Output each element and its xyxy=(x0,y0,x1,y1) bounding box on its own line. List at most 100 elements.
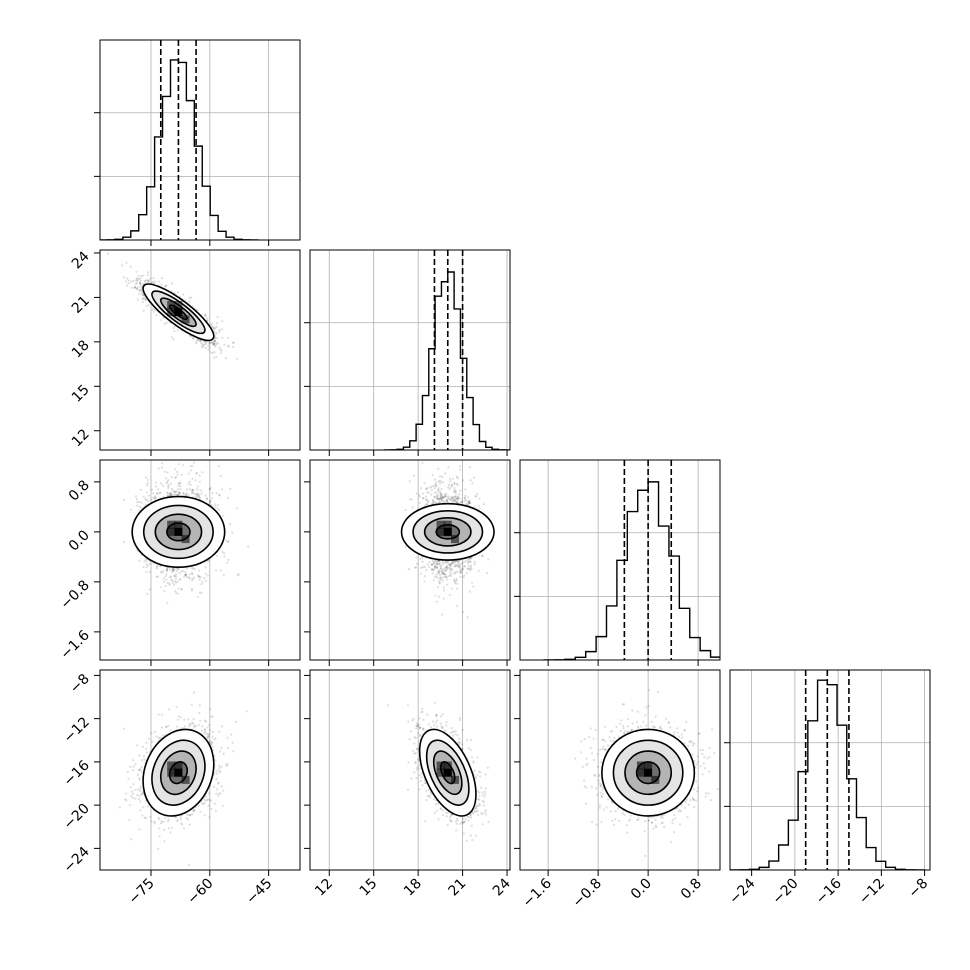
scatter-point xyxy=(165,321,168,324)
scatter-point xyxy=(156,492,159,495)
scatter-point xyxy=(414,566,417,569)
scatter-point xyxy=(453,565,456,568)
scatter-point xyxy=(468,502,471,505)
scatter-point xyxy=(220,349,223,352)
scatter-point xyxy=(450,587,453,590)
scatter-point xyxy=(455,497,458,500)
scatter-point xyxy=(463,496,467,499)
scatter-point xyxy=(173,490,176,493)
scatter-point xyxy=(139,279,142,282)
scatter-point xyxy=(145,491,148,494)
scatter-point xyxy=(471,482,474,485)
scatter-point xyxy=(139,282,142,285)
scatter-point xyxy=(449,564,453,567)
scatter-point xyxy=(212,342,216,346)
scatter-point xyxy=(448,566,451,569)
scatter-point xyxy=(138,289,141,292)
scatter-point xyxy=(477,569,480,572)
scatter-point xyxy=(151,308,154,311)
scatter-point xyxy=(139,285,142,288)
scatter-point xyxy=(166,491,169,494)
scatter-point xyxy=(231,531,234,534)
scatter-point xyxy=(453,488,456,491)
scatter-point xyxy=(199,576,202,579)
scatter-point xyxy=(425,569,428,572)
scatter-point xyxy=(227,345,230,348)
scatter-point xyxy=(215,341,218,344)
scatter-point xyxy=(151,496,155,499)
scatter-point xyxy=(408,480,411,483)
scatter-point xyxy=(456,497,459,500)
scatter-point xyxy=(167,494,170,497)
scatter-point xyxy=(440,570,444,573)
scatter-point xyxy=(195,471,198,474)
scatter-point xyxy=(450,498,453,501)
scatter-point xyxy=(192,461,195,464)
histogram-panel-1 xyxy=(304,249,511,456)
density-core-cell xyxy=(167,308,176,317)
density-core xyxy=(167,520,190,544)
scatter-point xyxy=(439,496,442,499)
scatter-point xyxy=(442,496,445,499)
scatter-point xyxy=(135,498,138,501)
scatter-point xyxy=(437,571,440,574)
histogram-param-1 xyxy=(383,271,510,450)
scatter-point xyxy=(166,602,169,605)
scatter-point xyxy=(169,492,172,495)
scatter-point xyxy=(421,560,424,563)
scatter-point xyxy=(156,492,159,495)
scatter-point xyxy=(196,338,199,341)
scatter-point xyxy=(436,493,439,496)
scatter-point xyxy=(454,499,457,502)
scatter-point xyxy=(201,345,205,348)
scatter-point xyxy=(201,580,204,583)
scatter-point xyxy=(194,479,197,482)
scatter-point xyxy=(161,466,164,469)
scatter-point xyxy=(143,559,146,562)
scatter-point xyxy=(463,565,466,568)
scatter-point xyxy=(137,278,140,281)
scatter-point xyxy=(219,569,222,572)
scatter-point xyxy=(165,477,168,480)
scatter-point xyxy=(191,489,194,492)
scatter-point xyxy=(213,339,216,342)
scatter-point xyxy=(451,496,454,499)
scatter-point xyxy=(154,280,157,283)
scatter-point xyxy=(474,495,477,498)
scatter-point xyxy=(166,581,169,584)
scatter-point xyxy=(190,296,193,299)
scatter-point xyxy=(179,577,182,580)
scatter-point xyxy=(191,488,194,491)
scatter-point xyxy=(173,569,176,572)
scatter-point xyxy=(145,305,148,308)
scatter-point xyxy=(174,581,178,584)
scatter-point xyxy=(214,343,218,346)
scatter-point xyxy=(173,291,176,294)
scatter-point xyxy=(204,579,207,582)
scatter-point xyxy=(213,342,216,345)
scatter-point xyxy=(439,567,442,570)
scatter-point xyxy=(476,493,479,496)
scatter-point xyxy=(463,497,466,500)
scatter-point xyxy=(152,310,155,313)
scatter-point xyxy=(178,482,181,485)
scatter-point xyxy=(223,552,226,555)
scatter-point xyxy=(449,571,452,574)
scatter-panel-0-2 xyxy=(94,459,301,666)
scatter-point xyxy=(188,480,191,483)
scatter-point xyxy=(441,613,444,616)
scatter-point xyxy=(449,563,452,566)
scatter-point xyxy=(153,308,156,311)
scatter-point xyxy=(145,560,148,563)
scatter-point xyxy=(436,562,439,566)
scatter-point xyxy=(213,350,216,353)
scatter-point xyxy=(162,317,165,320)
scatter-point xyxy=(178,491,181,494)
scatter-point xyxy=(445,560,448,563)
scatter-point xyxy=(436,562,439,565)
density-core-cell xyxy=(181,315,190,324)
scatter-point xyxy=(138,281,141,284)
scatter-point xyxy=(468,501,471,505)
scatter-point xyxy=(215,492,218,495)
scatter-point xyxy=(429,486,432,489)
